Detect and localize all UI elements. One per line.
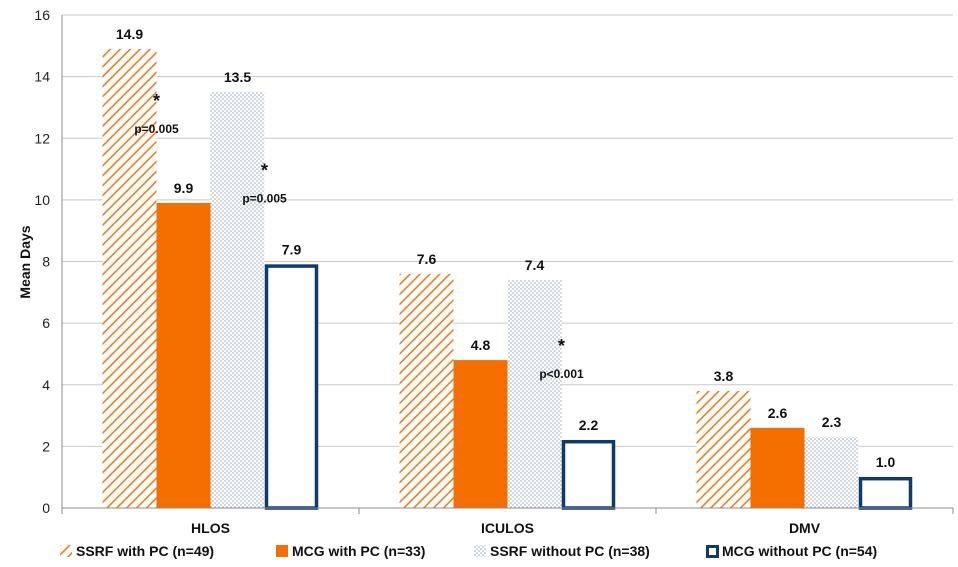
x-tick-label: ICULOS xyxy=(481,520,534,536)
bar-hatch-hlos xyxy=(102,48,157,509)
x-tick-label: HLOS xyxy=(191,520,230,536)
y-tick-label: 8 xyxy=(42,254,50,270)
y-axis-label: Mean Days xyxy=(17,225,33,298)
y-tick-label: 14 xyxy=(34,69,50,85)
legend-label: SSRF with PC (n=49) xyxy=(76,543,214,559)
significance-star: * xyxy=(261,161,268,181)
y-tick-label: 0 xyxy=(42,500,50,516)
data-label: 13.5 xyxy=(224,69,251,85)
bar-solid-dmv xyxy=(750,427,805,508)
bar-dots-iculos xyxy=(507,279,562,508)
data-label: 4.8 xyxy=(471,337,491,353)
legend-swatch-hatch xyxy=(60,545,72,557)
y-tick-label: 2 xyxy=(42,438,50,454)
bar-hatch-iculos xyxy=(399,273,454,508)
data-label: 2.6 xyxy=(768,405,788,421)
data-label: 7.9 xyxy=(282,242,302,258)
p-value-label: p=0.005 xyxy=(134,122,179,136)
bar-outline-dmv xyxy=(858,476,913,510)
p-value-label: p=0.005 xyxy=(242,192,287,206)
data-label: 2.3 xyxy=(822,414,842,430)
y-tick-label: 10 xyxy=(34,192,50,208)
legend-label: MCG without PC (n=54) xyxy=(722,543,877,559)
data-label: 3.8 xyxy=(714,368,734,384)
bar-outline-iculos xyxy=(561,439,616,510)
data-label: 7.6 xyxy=(417,251,437,267)
y-tick-label: 6 xyxy=(42,315,50,331)
significance-star: * xyxy=(153,91,160,111)
data-label: 9.9 xyxy=(174,180,194,196)
bar-outline-hlos xyxy=(264,264,319,510)
bar-solid-iculos xyxy=(453,360,508,508)
legend-label: MCG with PC (n=33) xyxy=(292,543,425,559)
bar-hatch-dmv xyxy=(696,390,751,508)
p-value-label: p<0.001 xyxy=(539,367,584,381)
y-tick-label: 4 xyxy=(42,377,50,393)
bar-dots-dmv xyxy=(804,437,859,508)
x-tick-label: DMV xyxy=(789,520,821,536)
data-label: 2.2 xyxy=(579,417,599,433)
data-label: 14.9 xyxy=(116,26,143,42)
bar-solid-hlos xyxy=(156,202,211,509)
y-tick-label: 12 xyxy=(34,130,50,146)
significance-star: * xyxy=(558,336,565,356)
legend-label: SSRF without PC (n=38) xyxy=(490,543,650,559)
bar-dots-hlos xyxy=(210,92,265,508)
y-tick-label: 16 xyxy=(34,7,50,23)
legend-swatch-solid xyxy=(276,545,288,557)
data-label: 1.0 xyxy=(876,454,896,470)
data-label: 7.4 xyxy=(525,257,545,273)
legend-swatch-outline xyxy=(706,545,719,558)
legend-swatch-dots xyxy=(474,545,486,557)
